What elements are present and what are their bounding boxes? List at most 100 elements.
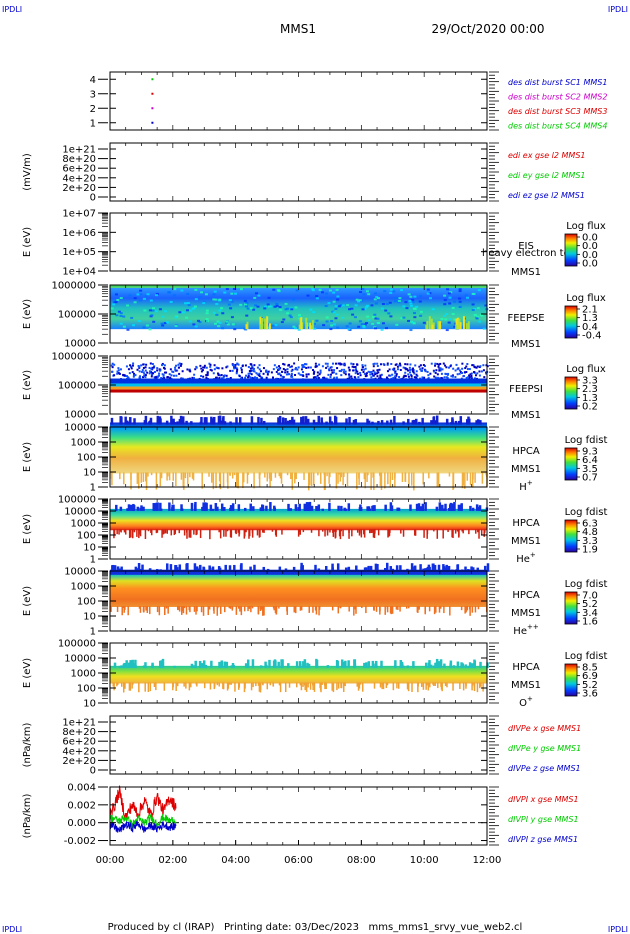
spectrogram-speckle	[315, 297, 319, 300]
spectrogram-speckle	[374, 327, 378, 330]
spectrogram-fringe-bottom	[433, 605, 436, 615]
spectrogram-speckle	[119, 368, 122, 371]
spectrogram-speckle	[169, 368, 172, 371]
spectrogram-speckle	[110, 307, 114, 310]
spectrogram-speckle	[118, 372, 121, 375]
spectrogram-fringe-top	[475, 420, 478, 425]
spectrogram-speckle	[467, 376, 470, 379]
spectrogram-fringe-top	[315, 658, 318, 668]
spectrogram-speckle	[322, 324, 326, 327]
spectrogram-speckle	[473, 377, 476, 380]
colorbar-tick-label: 2.1	[582, 305, 598, 316]
spectrogram-speckle	[413, 295, 417, 298]
spectrogram-speckle	[478, 374, 481, 377]
colorbar	[564, 663, 578, 697]
spectrogram-speckle	[384, 309, 388, 312]
spectrogram-speckle	[335, 313, 339, 316]
spectrogram-speckle	[202, 375, 205, 378]
spectrogram-speckle	[313, 376, 316, 379]
spectrogram-fringe-bottom	[299, 682, 302, 686]
spectrogram-speckle	[411, 368, 414, 371]
spectrogram-speckle	[186, 302, 190, 305]
spectrogram-speckle	[144, 374, 147, 377]
spectrogram-fringe-bottom	[207, 605, 210, 616]
spectrogram-speckle	[247, 372, 250, 375]
spectrogram-speckle	[145, 363, 148, 366]
spectrogram-speckle	[165, 321, 169, 324]
spectrogram-speckle	[119, 297, 123, 300]
spectrogram-speckle	[250, 363, 253, 366]
spectrogram-fringe-bottom	[219, 472, 222, 490]
spectrogram-speckle	[254, 376, 257, 379]
spectrogram-speckle	[466, 368, 469, 371]
spectrogram-fringe-bottom	[373, 529, 376, 539]
spectrogram-fringe-bottom	[309, 682, 312, 690]
instrument-label: EIS	[518, 241, 534, 252]
spectrogram-speckle	[400, 317, 404, 320]
spectrogram-speckle	[469, 373, 472, 376]
series-line-y	[109, 813, 177, 829]
spectrogram-speckle	[424, 370, 427, 373]
spectrogram-speckle	[151, 373, 154, 376]
spectrogram-speckle	[421, 367, 424, 370]
spectrogram-fringe-top	[268, 659, 271, 668]
colorbar-tick-label: 5.2	[582, 680, 598, 691]
spectrogram-fringe-bottom	[423, 529, 425, 538]
spectrogram-fringe-bottom	[278, 605, 280, 609]
spectrogram-fringe-bottom	[432, 682, 434, 685]
corner-label-top-right: IPDLI	[608, 5, 628, 14]
spectrogram-fringe-bottom	[146, 605, 149, 612]
colorbar-tick-label: 6.4	[582, 455, 598, 466]
spectrogram-speckle	[420, 369, 423, 372]
spectrogram-speckle	[230, 300, 234, 303]
spectrogram-speckle	[142, 326, 146, 329]
spectrogram-speckle	[133, 301, 137, 304]
spectrogram-fringe-top	[367, 420, 371, 425]
spectrogram-fringe-top	[205, 417, 208, 425]
spectrogram-fringe-top	[292, 566, 296, 572]
spectrogram-fringe-bottom	[333, 529, 336, 532]
spectrogram-fringe-top	[478, 505, 482, 511]
spectrogram-speckle	[444, 318, 448, 321]
y-tick-label: 8e+20	[62, 727, 96, 738]
colorbar-tick-label: 4.8	[582, 527, 598, 538]
spectrogram-speckle	[394, 363, 397, 366]
spectrogram-fringe-bottom	[273, 605, 275, 611]
series-line-x	[109, 785, 177, 820]
spectrogram-fringe-bottom	[203, 682, 206, 689]
spectrogram-fringe-bottom	[459, 682, 461, 690]
spectrogram-fringe-top	[165, 420, 169, 425]
spectrogram-fringe-bottom	[244, 682, 246, 689]
spectrogram-speckle	[380, 328, 384, 331]
spectrogram-fringe-bottom	[163, 605, 166, 616]
spectrogram-speckle	[360, 323, 364, 326]
spectrogram-fringe-bottom	[323, 682, 326, 686]
spectrogram-fringe-top	[297, 507, 300, 511]
spectrogram-fringe-bottom	[255, 682, 257, 687]
spectrogram-speckle	[422, 363, 425, 366]
spectrogram-fringe-bottom	[357, 682, 360, 691]
spectrogram-speckle	[222, 376, 225, 379]
spectrogram-fringe-bottom	[235, 472, 238, 488]
spectrogram-fringe-top	[435, 662, 439, 668]
colorbar-tick-label: 6.3	[582, 519, 598, 530]
spectrogram-speckle	[372, 374, 375, 377]
spectrogram-fringe-top	[142, 665, 146, 668]
spectrogram-speckle	[286, 370, 289, 373]
spectrogram-speckle	[334, 307, 338, 310]
spectrogram-speckle	[134, 374, 137, 377]
spectrogram-fringe-bottom	[144, 529, 147, 539]
spectrogram-speckle	[419, 310, 423, 313]
spectrogram-fringe-top	[389, 419, 393, 425]
spectrogram-fringe-bottom	[122, 605, 125, 608]
spectrogram-fringe-bottom	[435, 605, 437, 613]
spectrogram-speckle	[267, 370, 270, 373]
spectrogram-fringe-top	[376, 563, 379, 572]
spectrogram-fringe-bottom	[188, 682, 191, 691]
spectrogram-speckle	[225, 320, 229, 323]
spectrogram-speckle	[443, 298, 447, 301]
legend-entry: dIVPe y gse MMS1	[508, 744, 581, 753]
spectrogram-speckle	[465, 296, 469, 299]
spectrogram-fringe-bottom	[389, 605, 392, 614]
spectrogram-speckle	[180, 289, 184, 292]
